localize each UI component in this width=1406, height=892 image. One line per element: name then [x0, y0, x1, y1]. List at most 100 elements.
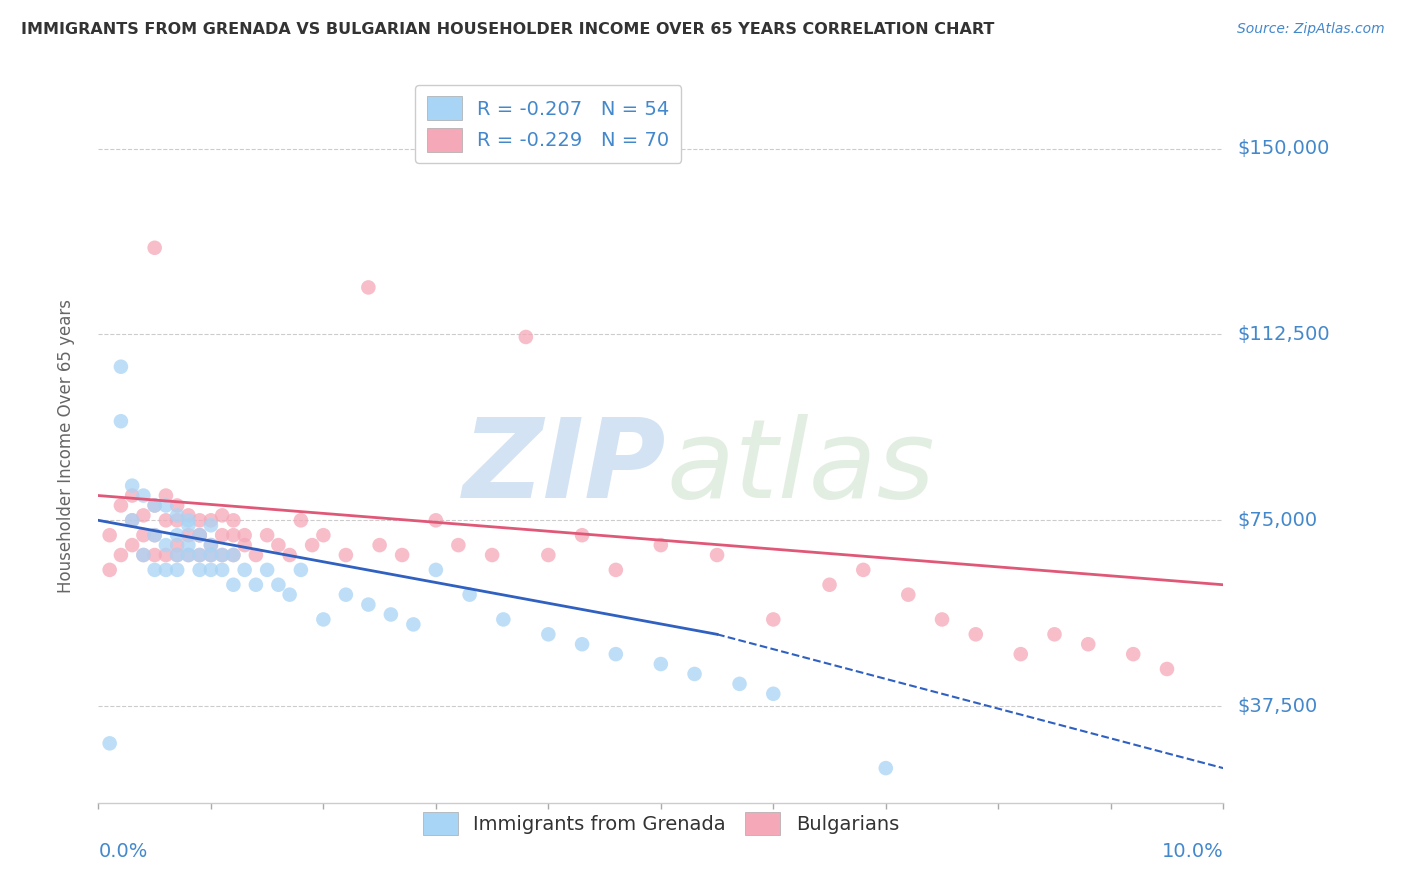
- Point: [155, 563, 177, 577]
- Point: [312, 528, 335, 542]
- Point: [1043, 627, 1066, 641]
- Point: [200, 563, 222, 577]
- Point: [188, 528, 211, 542]
- Point: [650, 538, 672, 552]
- Point: [155, 513, 177, 527]
- Point: [132, 508, 155, 523]
- Point: [256, 563, 278, 577]
- Point: [211, 548, 233, 562]
- Point: [98, 563, 121, 577]
- Point: [155, 489, 177, 503]
- Point: [875, 761, 897, 775]
- Point: [166, 548, 188, 562]
- Text: $75,000: $75,000: [1237, 511, 1317, 530]
- Point: [650, 657, 672, 671]
- Point: [278, 548, 301, 562]
- Point: [177, 513, 200, 527]
- Point: [605, 647, 627, 661]
- Point: [1077, 637, 1099, 651]
- Point: [762, 612, 785, 626]
- Point: [188, 548, 211, 562]
- Point: [132, 489, 155, 503]
- Point: [425, 563, 447, 577]
- Point: [177, 548, 200, 562]
- Point: [425, 513, 447, 527]
- Point: [571, 637, 593, 651]
- Point: [492, 612, 515, 626]
- Point: [762, 687, 785, 701]
- Point: [121, 489, 143, 503]
- Point: [1010, 647, 1032, 661]
- Point: [222, 528, 245, 542]
- Point: [571, 528, 593, 542]
- Point: [368, 538, 391, 552]
- Point: [335, 588, 357, 602]
- Point: [121, 478, 143, 492]
- Point: [155, 499, 177, 513]
- Point: [481, 548, 503, 562]
- Point: [706, 548, 728, 562]
- Point: [965, 627, 987, 641]
- Point: [391, 548, 413, 562]
- Point: [931, 612, 953, 626]
- Y-axis label: Householder Income Over 65 years: Householder Income Over 65 years: [56, 299, 75, 593]
- Point: [132, 528, 155, 542]
- Point: [278, 588, 301, 602]
- Point: [267, 538, 290, 552]
- Point: [188, 548, 211, 562]
- Point: [256, 528, 278, 542]
- Point: [245, 548, 267, 562]
- Point: [818, 578, 841, 592]
- Point: [200, 513, 222, 527]
- Legend: Immigrants from Grenada, Bulgarians: Immigrants from Grenada, Bulgarians: [415, 804, 907, 843]
- Point: [188, 513, 211, 527]
- Point: [222, 548, 245, 562]
- Point: [897, 588, 920, 602]
- Point: [222, 548, 245, 562]
- Point: [233, 538, 256, 552]
- Text: $112,500: $112,500: [1237, 325, 1330, 344]
- Point: [267, 578, 290, 592]
- Point: [1156, 662, 1178, 676]
- Point: [1122, 647, 1144, 661]
- Point: [177, 508, 200, 523]
- Point: [211, 528, 233, 542]
- Point: [177, 518, 200, 533]
- Point: [222, 513, 245, 527]
- Point: [515, 330, 537, 344]
- Point: [188, 528, 211, 542]
- Point: [188, 563, 211, 577]
- Point: [447, 538, 470, 552]
- Point: [357, 280, 380, 294]
- Point: [458, 588, 481, 602]
- Point: [290, 513, 312, 527]
- Point: [211, 508, 233, 523]
- Point: [166, 508, 188, 523]
- Point: [143, 528, 166, 542]
- Point: [605, 563, 627, 577]
- Point: [728, 677, 751, 691]
- Point: [110, 548, 132, 562]
- Text: 0.0%: 0.0%: [98, 842, 148, 861]
- Point: [233, 528, 256, 542]
- Point: [233, 563, 256, 577]
- Point: [121, 513, 143, 527]
- Point: [143, 499, 166, 513]
- Point: [121, 513, 143, 527]
- Point: [132, 548, 155, 562]
- Point: [177, 528, 200, 542]
- Point: [166, 563, 188, 577]
- Point: [537, 627, 560, 641]
- Point: [357, 598, 380, 612]
- Point: [166, 528, 188, 542]
- Point: [200, 538, 222, 552]
- Point: [155, 538, 177, 552]
- Text: ZIP: ZIP: [463, 414, 666, 521]
- Point: [537, 548, 560, 562]
- Point: [110, 499, 132, 513]
- Point: [166, 538, 188, 552]
- Point: [211, 548, 233, 562]
- Text: Source: ZipAtlas.com: Source: ZipAtlas.com: [1237, 22, 1385, 37]
- Point: [166, 513, 188, 527]
- Point: [143, 563, 166, 577]
